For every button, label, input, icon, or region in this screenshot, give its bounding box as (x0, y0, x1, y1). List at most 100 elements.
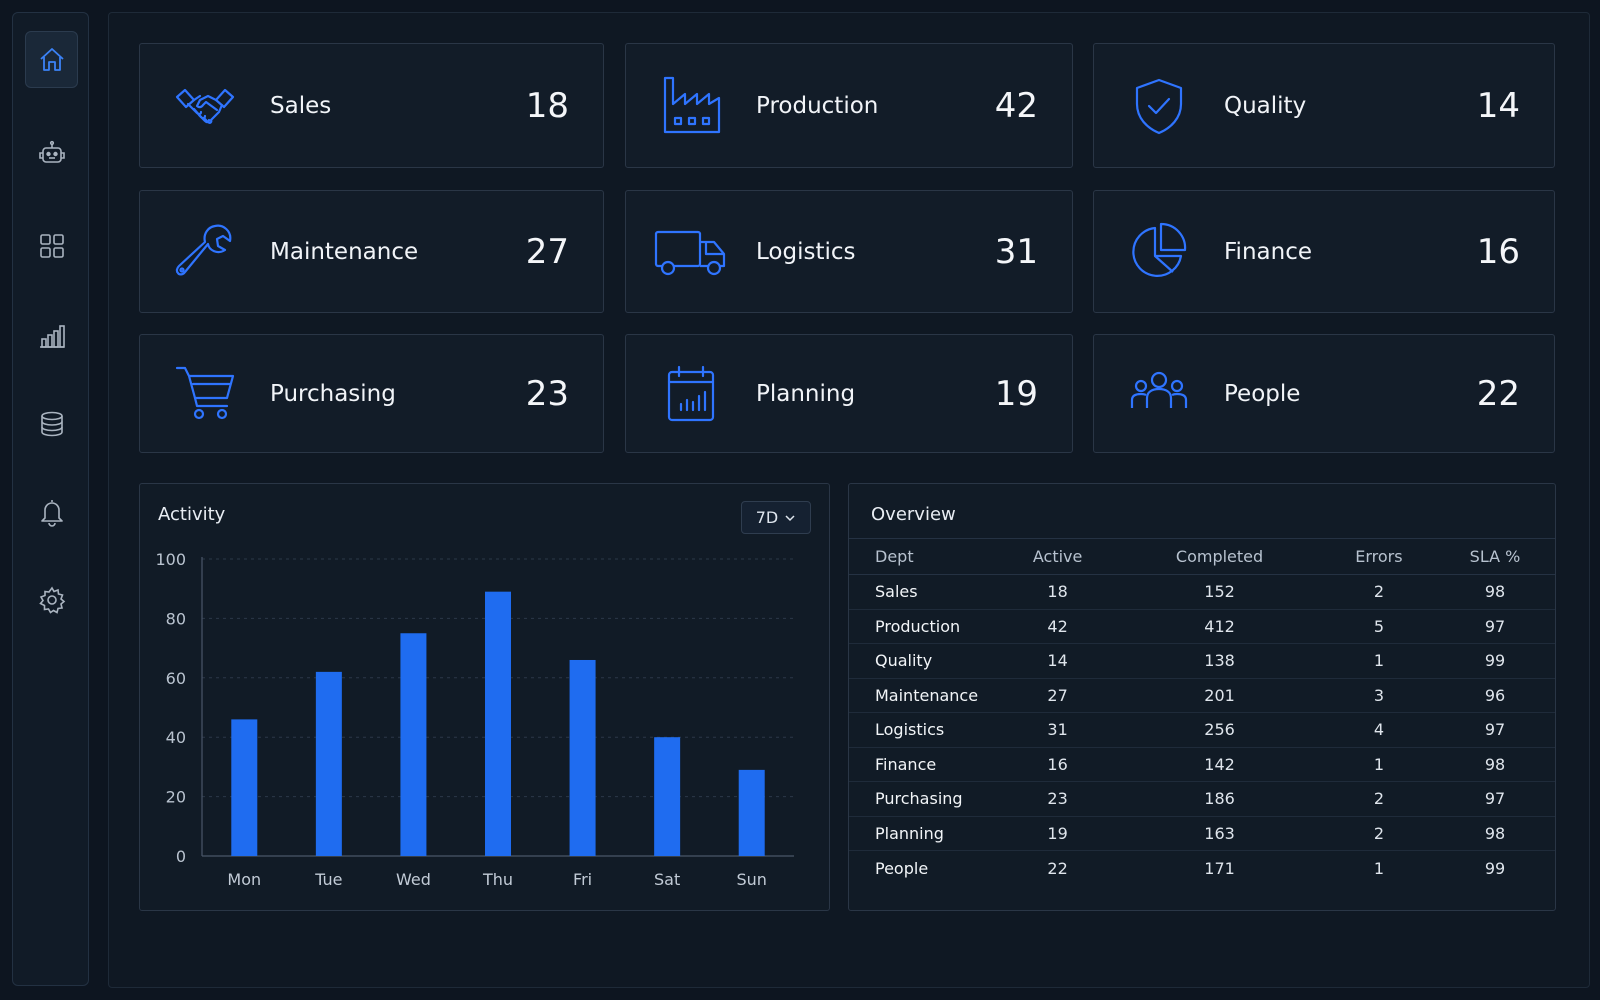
card-label: Sales (270, 92, 332, 119)
range-dropdown[interactable]: 7D (741, 501, 811, 534)
card-label: Quality (1224, 92, 1307, 119)
cell-active: 27 (999, 678, 1117, 713)
card-purchasing[interactable]: Purchasing 23 (139, 334, 604, 453)
handshake-icon (175, 88, 235, 124)
table-row[interactable]: Production 42 412 5 97 (849, 609, 1555, 644)
cell-sla: 97 (1434, 609, 1555, 644)
table-row[interactable]: Quality 14 138 1 99 (849, 643, 1555, 679)
robot-icon (38, 140, 65, 163)
cell-active: 18 (999, 574, 1117, 610)
x-tick-label: Mon (227, 870, 261, 889)
grid-icon (39, 233, 64, 258)
table-row[interactable]: Maintenance 27 201 3 96 (849, 678, 1555, 713)
activity-title: Activity (158, 504, 226, 525)
cell-errors: 3 (1322, 678, 1435, 713)
cell-dept: Production (849, 609, 999, 644)
bar-mon[interactable] (231, 719, 258, 856)
card-value: 42 (994, 85, 1038, 126)
card-planning[interactable]: Planning 19 (625, 334, 1073, 453)
cell-errors: 2 (1322, 816, 1435, 851)
card-finance[interactable]: Finance 16 (1093, 190, 1555, 313)
card-value: 27 (525, 231, 569, 272)
bar-sat[interactable] (654, 737, 681, 856)
cell-sla: 99 (1434, 643, 1555, 679)
card-label: Maintenance (270, 238, 419, 265)
cell-active: 19 (999, 816, 1117, 851)
bar-wed[interactable] (400, 633, 427, 856)
bar-tue[interactable] (315, 671, 342, 856)
truck-icon (654, 230, 726, 275)
nav-apps[interactable] (25, 217, 78, 274)
cell-dept: Logistics (849, 712, 999, 748)
card-quality[interactable]: Quality 14 (1093, 43, 1555, 168)
home-icon (39, 47, 64, 71)
card-label: Purchasing (270, 380, 396, 407)
card-people[interactable]: People 22 (1093, 334, 1555, 453)
cell-sla: 98 (1434, 816, 1555, 851)
card-logistics[interactable]: Logistics 31 (625, 190, 1073, 313)
wrench-icon (175, 224, 232, 275)
cart-icon (175, 366, 235, 419)
x-tick-label: Sun (736, 870, 766, 889)
cell-dept: Sales (849, 574, 999, 610)
cell-sla: 99 (1484, 858, 1506, 878)
table-row[interactable]: Planning 19 163 2 98 (849, 816, 1555, 851)
cell-errors: 1 (1322, 643, 1435, 679)
nav-home[interactable] (25, 31, 78, 88)
card-production[interactable]: Production 42 (625, 43, 1073, 168)
x-tick-label: Wed (396, 870, 431, 889)
nav-settings[interactable] (25, 571, 78, 628)
card-label: Planning (756, 380, 856, 407)
cell-dept: Finance (849, 747, 999, 782)
bar-thu[interactable] (485, 591, 511, 856)
cell-errors: 1 (1322, 747, 1435, 782)
x-tick-label: Thu (482, 870, 513, 889)
card-sales[interactable]: Sales 18 (139, 43, 604, 168)
gear-icon (38, 586, 65, 614)
cell-completed: 256 (1116, 712, 1323, 748)
cell-sla: 97 (1434, 781, 1555, 817)
nav-notifications[interactable] (25, 483, 78, 540)
table-row[interactable]: People 22 171 1 99 (849, 851, 1555, 886)
cell-errors: 2 (1322, 781, 1435, 817)
y-tick-label: 60 (166, 669, 186, 688)
card-maintenance[interactable]: Maintenance 27 (139, 190, 604, 313)
cell-active: 23 (999, 781, 1117, 817)
card-label: People (1224, 380, 1301, 407)
cell-completed: 412 (1116, 609, 1323, 644)
cell-completed: 138 (1116, 643, 1323, 679)
database-icon (40, 411, 63, 436)
card-value: 16 (1476, 231, 1520, 272)
nav-bot[interactable] (25, 125, 78, 182)
activity-panel: Activity 7D 100 80 60 40 20 0 Mon Tue Wed Thu Fri S… (139, 483, 830, 911)
y-tick-label: 20 (166, 788, 186, 807)
table-row[interactable]: Sales 18 152 2 98 (849, 574, 1555, 610)
column-header-dept[interactable]: Dept (849, 538, 999, 575)
bar-chart-icon (39, 324, 65, 348)
cell-dept: Purchasing (849, 781, 999, 817)
table-row[interactable]: Purchasing 23 186 2 97 (849, 781, 1555, 817)
cell-errors: 1 (1373, 858, 1385, 878)
cell-dept: Planning (849, 816, 999, 851)
shield-check-icon (1135, 78, 1183, 134)
people-icon (1130, 371, 1188, 408)
cell-dept: Quality (849, 643, 999, 679)
overview-title: Overview (871, 504, 956, 525)
column-header-completed[interactable]: Completed (1116, 538, 1323, 575)
table-row[interactable]: Logistics 31 256 4 97 (849, 712, 1555, 748)
table-header-row: Dept Active Completed Errors SLA % (849, 538, 1555, 575)
bar-fri[interactable] (569, 659, 596, 856)
cell-sla: 98 (1434, 747, 1555, 782)
column-header-errors[interactable]: Errors (1322, 538, 1435, 575)
card-label: Production (756, 92, 879, 119)
table-row[interactable]: Finance 16 142 1 98 (849, 747, 1555, 782)
nav-data[interactable] (25, 395, 78, 452)
activity-chart: 100 80 60 40 20 0 Mon Tue Wed Thu Fri Sat Sun (155, 550, 794, 889)
nav-analytics[interactable] (25, 307, 78, 364)
column-header-sla[interactable]: SLA % (1434, 538, 1555, 575)
cell-completed: 142 (1116, 747, 1323, 782)
card-value: 22 (1476, 373, 1520, 414)
bar-sun[interactable] (738, 769, 765, 856)
column-header-active[interactable]: Active (999, 538, 1117, 575)
sidebar (12, 12, 89, 986)
